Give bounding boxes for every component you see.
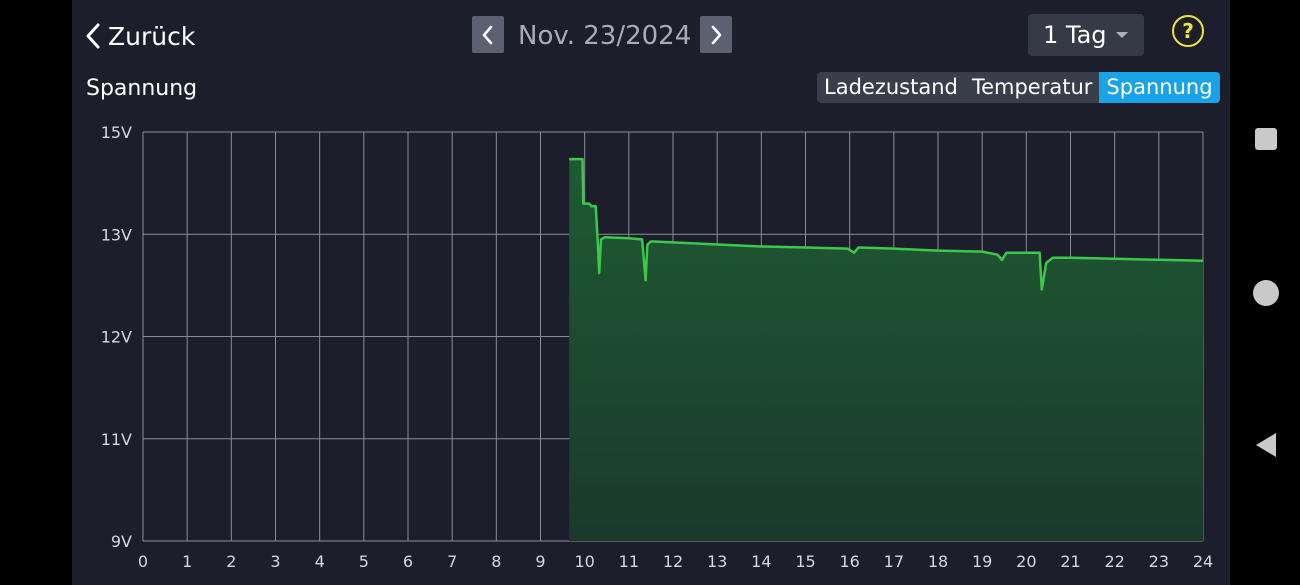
back-nav-icon[interactable] [1254, 432, 1278, 458]
x-tick-label: 15 [795, 552, 815, 571]
voltage-chart: 0 1 2 3 4 5 6 7 8 9 10 11 12 13 14 15 16 17 18 19 20 21 22 23 24… [72, 118, 1230, 585]
x-tick-label: 2 [226, 552, 236, 571]
app-screen: Zurück Nov. 23/2024 1 Tag ? Spannung Lad… [72, 0, 1230, 585]
voltage-area [569, 159, 1203, 541]
x-tick-label: 8 [491, 552, 501, 571]
x-tick-label: 4 [315, 552, 325, 571]
recent-apps-icon[interactable] [1255, 128, 1277, 150]
x-tick-label: 0 [138, 552, 148, 571]
caret-down-icon [1116, 32, 1128, 38]
help-symbol: ? [1182, 19, 1194, 43]
x-tick-label: 20 [1016, 552, 1036, 571]
chevron-left-icon [482, 25, 493, 44]
x-tick-label: 17 [884, 552, 904, 571]
y-tick-label: 15V [101, 123, 132, 142]
x-tick-label: 23 [1149, 552, 1169, 571]
y-tick-label: 9V [111, 532, 132, 551]
range-value: 1 Tag [1043, 21, 1107, 49]
x-tick-label: 19 [972, 552, 992, 571]
x-tick-label: 24 [1193, 552, 1213, 571]
x-tick-label: 5 [359, 552, 369, 571]
tab-ladezustand[interactable]: Ladezustand [824, 75, 958, 99]
x-tick-label: 18 [928, 552, 948, 571]
x-tick-label: 10 [574, 552, 594, 571]
y-tick-label: 13V [101, 225, 132, 244]
x-tick-label: 11 [619, 552, 639, 571]
voltage-line [569, 157, 1204, 291]
voltage-chart-svg: 0 1 2 3 4 5 6 7 8 9 10 11 12 13 14 15 16 17 18 19 20 21 22 23 24… [101, 123, 1213, 571]
x-tick-label: 6 [403, 552, 413, 571]
x-tick-label: 22 [1104, 552, 1124, 571]
back-label: Zurück [108, 21, 196, 51]
range-dropdown[interactable]: 1 Tag [1028, 14, 1144, 56]
top-bar: Zurück Nov. 23/2024 1 Tag ? [72, 0, 1230, 70]
x-tick-label: 14 [751, 552, 771, 571]
x-tick-label: 16 [839, 552, 859, 571]
y-tick-label: 12V [101, 328, 132, 347]
question-circle-icon[interactable]: ? [1172, 15, 1204, 47]
x-tick-label: 1 [182, 552, 192, 571]
y-tick-label: 11V [101, 430, 132, 449]
chevron-left-icon [86, 23, 100, 49]
x-tick-label: 13 [707, 552, 727, 571]
x-tick-label: 21 [1060, 552, 1080, 571]
chevron-right-icon [711, 25, 722, 44]
tab-spannung[interactable]: Spannung [1099, 72, 1220, 103]
previous-day-button[interactable] [472, 16, 504, 53]
metric-tabs: Ladezustand Temperatur Spannung [817, 72, 1220, 103]
next-day-button[interactable] [700, 16, 732, 53]
x-tick-label: 9 [535, 552, 545, 571]
x-tick-label: 12 [663, 552, 683, 571]
section-title: Spannung [86, 76, 198, 101]
back-button[interactable]: Zurück [82, 16, 195, 56]
date-display[interactable]: Nov. 23/2024 [518, 21, 692, 51]
home-icon[interactable] [1253, 280, 1279, 306]
tab-temperatur[interactable]: Temperatur [971, 75, 1093, 99]
x-tick-label: 7 [447, 552, 457, 571]
x-tick-label: 3 [270, 552, 280, 571]
